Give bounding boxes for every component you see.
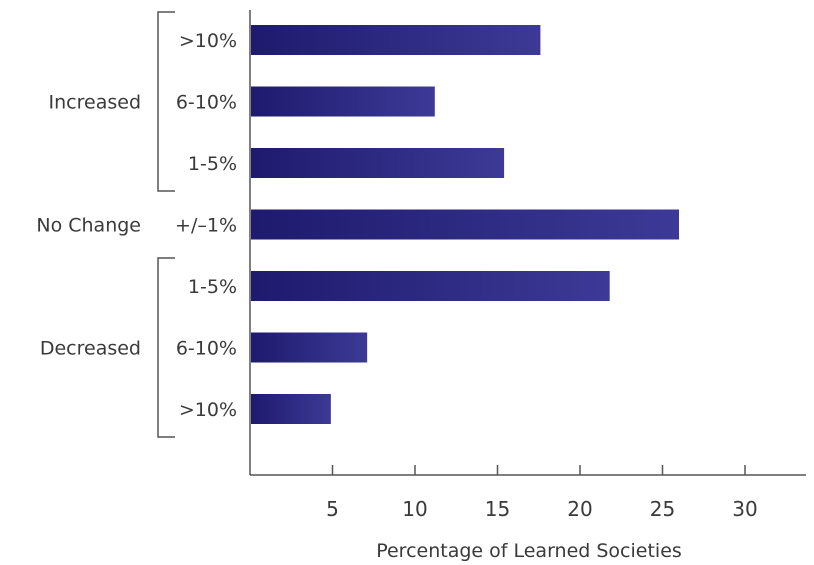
category-label-5: 6-10% [176,338,237,360]
x-tick-label-4: 25 [650,497,675,521]
bar-6 [251,394,331,424]
group-bracket-0 [157,11,175,192]
category-label-6: >10% [179,399,237,421]
group-label-1: No Change [36,215,141,237]
category-label-2: 1-5% [188,153,237,175]
category-label-1: 6-10% [176,92,237,114]
bar-3 [251,209,679,240]
x-tick-label-0: 5 [326,497,339,521]
bar-0 [251,25,541,55]
category-label-4: 1-5% [188,276,237,298]
bar-1 [251,86,435,117]
bar-5 [251,332,368,363]
group-label-0: Increased [49,92,141,114]
group-label-2: Decreased [40,338,141,360]
x-tick-label-5: 30 [732,497,757,521]
category-label-3: +/–1% [175,215,237,237]
category-label-0: >10% [179,30,237,52]
x-tick-label-3: 20 [567,497,592,521]
x-axis-title: Percentage of Learned Societies [376,540,682,561]
x-tick-label-2: 15 [485,497,510,521]
bar-2 [251,148,505,178]
group-bracket-2 [157,257,175,438]
x-tick-label-1: 10 [402,497,427,521]
bar-4 [251,271,610,301]
